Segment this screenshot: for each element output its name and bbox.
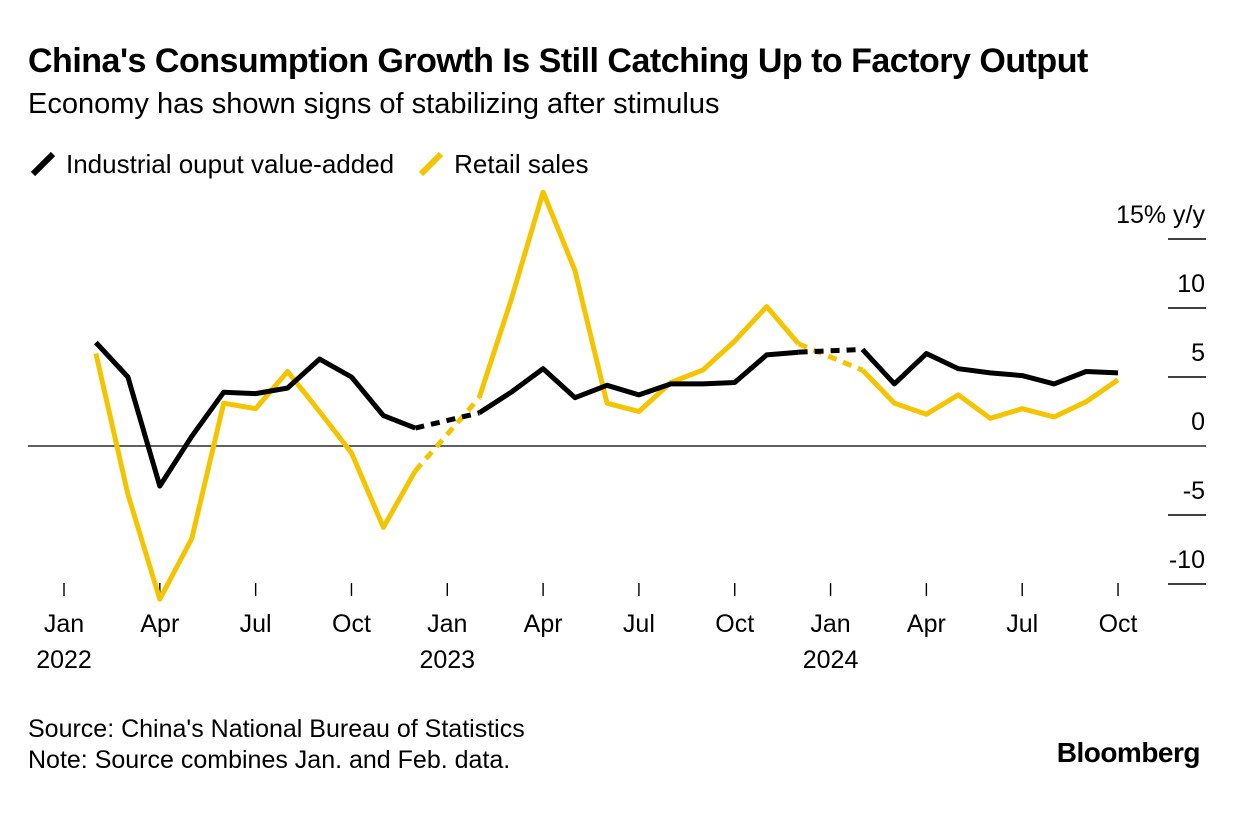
y-tick-label: 5 (1191, 339, 1205, 367)
y-tick-label: 0 (1191, 408, 1205, 436)
series-retail-line (476, 189, 801, 414)
bloomberg-logo: Bloomberg (1056, 737, 1201, 768)
x-tick-year-label: 2023 (419, 646, 475, 674)
series-industrial-dashed-segment (798, 346, 863, 355)
legend-swatch-industrial (30, 151, 56, 177)
y-tick-label: -5 (1183, 477, 1205, 505)
footer-notes: Source: China's National Bureau of Stati… (28, 714, 525, 776)
x-tick-label: Oct (1099, 610, 1138, 638)
x-tick-label: Apr (907, 610, 946, 638)
chart-subtitle: Economy has shown signs of stabilizing a… (28, 88, 720, 120)
source-text: Source: China's National Bureau of Stati… (28, 715, 525, 743)
x-tick-label: Jan (427, 610, 467, 638)
x-tick-label: Jan (44, 610, 84, 638)
y-tick-label: -10 (1169, 546, 1205, 574)
x-tick-label: Apr (524, 610, 563, 638)
x-tick-label: Jul (1006, 610, 1038, 638)
y-tick-label: 15% y/y (1116, 201, 1205, 229)
legend-item-industrial: Industrial ouput value-added (28, 149, 394, 180)
series-industrial-line (94, 340, 417, 489)
note-text: Note: Source combines Jan. and Feb. data… (28, 746, 511, 774)
x-tick-label: Jul (240, 610, 272, 638)
legend-item-retail: Retail sales (416, 148, 589, 180)
series-industrial-line (860, 347, 1119, 387)
x-tick-label: Jul (623, 610, 655, 638)
series-retail-dashed-segment (797, 341, 864, 373)
series-industrial-line (477, 349, 799, 415)
x-tick-label: Jan (810, 610, 850, 638)
x-tick-label: Oct (332, 610, 371, 638)
x-tick-year-label: 2022 (36, 646, 92, 674)
x-tick-label: Oct (715, 610, 754, 638)
legend-swatch-retail (419, 151, 444, 177)
x-tick-label: Apr (140, 610, 179, 638)
series-retail-line (860, 368, 1120, 421)
y-tick-label: 10 (1177, 270, 1205, 298)
legend: Industrial ouput value-added Retail sale… (28, 146, 611, 182)
chart-title: China's Consumption Growth Is Still Catc… (28, 42, 1088, 80)
series-industrial-dashed-segment (414, 410, 480, 431)
legend-label-industrial: Industrial ouput value-added (66, 148, 395, 179)
series-retail-line (93, 352, 418, 602)
x-tick-year-label: 2024 (803, 646, 859, 674)
legend-label-retail: Retail sales (454, 148, 589, 179)
series-retail-dashed-segment (413, 396, 482, 473)
